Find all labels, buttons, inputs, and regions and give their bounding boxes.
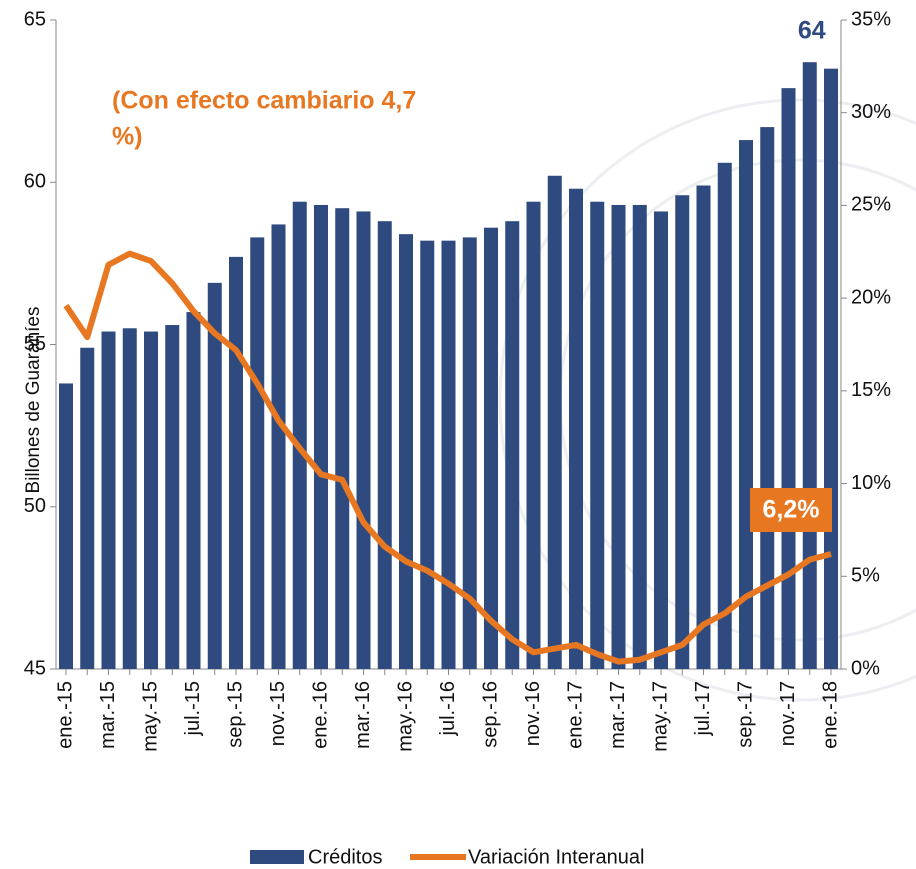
bar [144,331,158,669]
bar [356,211,371,669]
y-axis-label: Billones de Guaraníes [23,307,44,494]
bar [484,227,498,669]
legend-swatch [250,850,304,864]
line-label: 6,2% [763,496,820,524]
y2-tick-label: 20% [851,286,891,308]
y-tick-label: 65 [24,8,46,30]
bar [314,204,328,669]
bar [165,325,180,669]
x-tick-label: ene.-16 [309,681,331,749]
y2-tick-label: 0% [851,657,880,679]
bar [462,237,477,670]
y2-tick-label: 35% [851,8,891,30]
bar [696,185,711,669]
bar [611,204,626,669]
x-tick-label: jul.-16 [437,681,459,736]
bar [186,312,201,669]
y-tick-label: 60 [24,171,46,193]
bar [654,211,668,669]
x-tick-label: may.-17 [649,681,671,752]
bar [569,188,583,670]
bar [739,140,753,669]
bar [802,62,817,670]
x-tick-label: sep.-15 [224,681,246,748]
x-tick-label: may.-16 [394,681,416,752]
bar [335,208,350,669]
bar [781,88,796,669]
bar [122,328,137,669]
bar [824,68,838,670]
x-tick-label: sep.-16 [479,681,501,748]
note: (Con efecto cambiario 4,7 [112,87,416,115]
y2-tick-label: 25% [851,194,891,216]
bar [505,221,520,669]
x-tick-label: mar.-16 [352,681,374,749]
bar [207,282,222,669]
bar [590,201,605,669]
bar [547,175,562,669]
x-tick-label: jul.-15 [182,681,204,736]
x-tick-label: ene.-17 [564,681,586,749]
x-tick-label: sep.-17 [734,681,756,748]
bar [717,162,732,669]
bar [441,240,456,669]
bar-label: 64 [798,17,826,45]
line-label-box [750,488,832,532]
bar [526,201,541,669]
x-tick-label: jul.-17 [692,681,714,736]
bar [101,331,116,669]
bar [377,221,392,669]
note: %) [112,123,143,151]
bar [399,234,413,670]
legend-label: Créditos [308,846,382,868]
y2-tick-label: 30% [851,101,891,123]
bar [292,201,307,669]
bar [271,224,286,669]
x-tick-label: mar.-17 [607,681,629,749]
y2-tick-label: 5% [851,565,880,587]
x-tick-label: nov.-16 [522,681,544,746]
bar [59,383,73,669]
legend-label: Variación Interanual [468,846,644,868]
y-tick-label: 45 [24,657,46,679]
x-tick-label: nov.-17 [777,681,799,746]
bar [229,256,243,669]
bar [675,195,690,670]
bar [420,240,435,669]
y-tick-label: 55 [24,333,46,355]
x-tick-label: mar.-15 [97,681,119,749]
x-tick-label: nov.-15 [267,681,289,746]
line [63,250,832,665]
x-tick-label: may.-15 [139,681,161,752]
bar [250,237,265,670]
bar [760,127,775,669]
bar [80,347,95,669]
y-tick-label: 50 [24,495,46,517]
x-tick-label: ene.-18 [819,681,841,749]
y2-tick-label: 10% [851,472,891,494]
bar [632,204,647,669]
x-tick-label: ene.-15 [54,681,76,749]
y2-tick-label: 15% [851,379,891,401]
